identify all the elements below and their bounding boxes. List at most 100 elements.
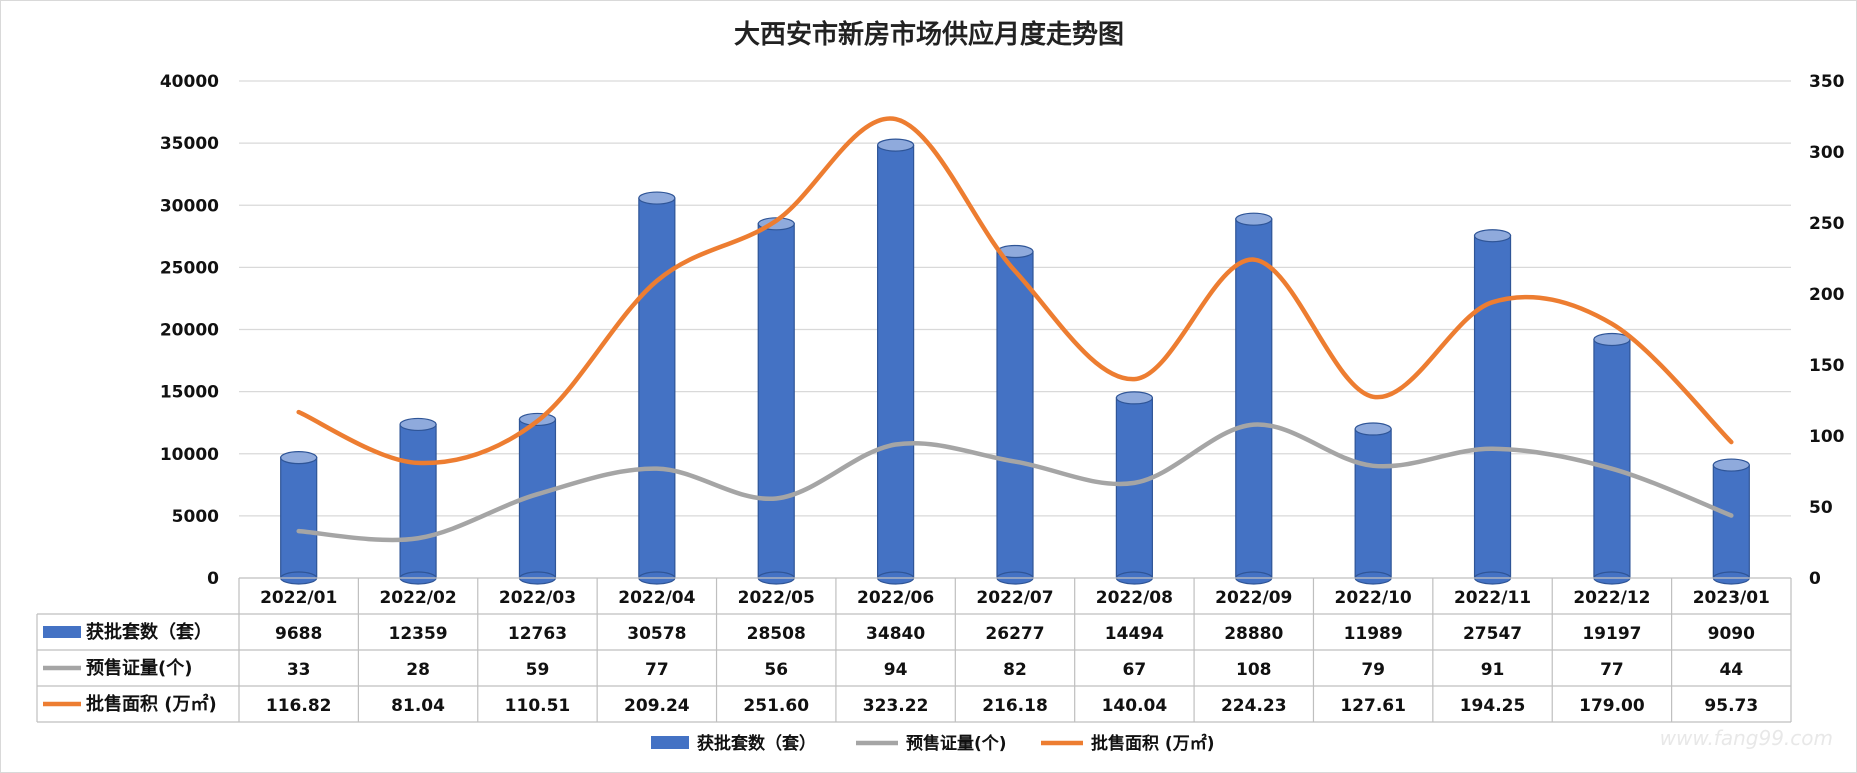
bar-top <box>399 417 437 432</box>
table-cell: 19197 <box>1582 624 1641 644</box>
category-label: 2022/05 <box>738 588 815 608</box>
right-tick-label: 150 <box>1809 356 1845 376</box>
bar-body <box>996 250 1034 579</box>
bar-top <box>1473 229 1512 243</box>
left-tick-label: 35000 <box>160 134 219 154</box>
bar-top <box>1712 458 1750 472</box>
table-cell: 110.51 <box>505 696 571 716</box>
category-label: 2022/10 <box>1335 588 1412 608</box>
legend-label: 获批套数（套） <box>697 733 816 754</box>
legend-label: 批售面积 (万㎡) <box>1091 733 1214 754</box>
table-cell: 216.18 <box>982 696 1048 716</box>
table-cell: 94 <box>884 660 908 680</box>
table-cell: 209.24 <box>624 696 690 716</box>
bar <box>1712 458 1750 585</box>
table-cell: 127.61 <box>1340 696 1406 716</box>
right-tick-label: 0 <box>1809 569 1821 589</box>
table-cell: 9090 <box>1708 624 1755 644</box>
bar <box>877 138 915 585</box>
watermark: www.fang99.com <box>1660 726 1833 750</box>
category-label: 2022/01 <box>260 588 337 608</box>
right-axis-ticks: 0 50 100 150 200 250 300 350 <box>1809 72 1845 589</box>
table-cell: 56 <box>764 660 788 680</box>
bar-body <box>1235 218 1273 579</box>
table-cell: 59 <box>526 660 550 680</box>
left-tick-label: 40000 <box>160 72 219 92</box>
bar <box>1354 422 1392 585</box>
bar-body <box>1593 338 1631 579</box>
category-label: 2022/04 <box>618 588 695 608</box>
table-row-label: 预售证量(个) <box>86 657 192 679</box>
table-key-bar <box>43 626 81 638</box>
bar <box>399 417 437 585</box>
bar <box>1593 332 1631 585</box>
table-cell: 91 <box>1481 660 1505 680</box>
chart-title: 大西安市新房市场供应月度走势图 <box>734 19 1124 50</box>
legend: 获批套数（套） 预售证量(个) 批售面积 (万㎡) <box>651 733 1214 754</box>
legend-item: 获批套数（套） <box>651 733 816 754</box>
bar <box>638 191 676 585</box>
legend-label: 预售证量(个) <box>906 733 1007 754</box>
table-cell: 81.04 <box>391 696 445 716</box>
table-cell: 95.73 <box>1704 696 1758 716</box>
right-tick-label: 200 <box>1809 285 1845 305</box>
bar-top <box>1235 212 1273 226</box>
category-label: 2022/12 <box>1573 588 1650 608</box>
table-cell: 140.04 <box>1102 696 1168 716</box>
table-cell: 12359 <box>388 624 447 644</box>
bar-top <box>1593 332 1631 347</box>
table-cell: 14494 <box>1105 624 1164 644</box>
category-label: 2022/02 <box>379 588 456 608</box>
bar-top <box>280 451 318 465</box>
bar-body <box>280 457 318 579</box>
category-label: 2022/06 <box>857 588 934 608</box>
right-tick-label: 250 <box>1809 214 1845 234</box>
area-line <box>296 116 1734 466</box>
left-tick-label: 0 <box>207 569 219 589</box>
bar <box>996 244 1034 585</box>
bar-top <box>877 138 915 152</box>
left-tick-label: 10000 <box>160 445 219 465</box>
table-row-label: 批售面积 (万㎡) <box>86 693 217 715</box>
bar-body <box>1115 397 1153 579</box>
table-cell: 77 <box>1600 660 1624 680</box>
right-tick-label: 350 <box>1809 72 1845 92</box>
table-cell: 79 <box>1361 660 1385 680</box>
table-cell: 27547 <box>1463 624 1522 644</box>
bar-top <box>1115 391 1153 405</box>
table-cell: 11989 <box>1344 624 1403 644</box>
legend-item: 预售证量(个) <box>856 733 1007 754</box>
line-series <box>296 116 1734 543</box>
table-cell: 194.25 <box>1460 696 1526 716</box>
bar <box>1235 212 1273 585</box>
left-tick-label: 15000 <box>160 383 219 403</box>
bar-body <box>1473 235 1512 579</box>
table-cell: 323.22 <box>863 696 929 716</box>
table-cell: 28 <box>406 660 430 680</box>
left-tick-label: 20000 <box>160 321 219 341</box>
table-cell: 251.60 <box>743 696 809 716</box>
data-table: 2022/01 2022/02 2022/03 2022/04 2022/05 2022/… <box>36 577 1792 723</box>
category-label: 2022/08 <box>1096 588 1173 608</box>
left-tick-label: 25000 <box>160 258 219 278</box>
category-label: 2022/03 <box>499 588 576 608</box>
left-tick-label: 5000 <box>172 507 219 527</box>
legend-key-bar <box>651 736 689 749</box>
right-tick-label: 100 <box>1809 427 1845 447</box>
bar <box>518 412 557 585</box>
table-cell: 28508 <box>747 624 806 644</box>
table-cell: 9688 <box>275 624 322 644</box>
presale-line <box>296 422 1734 543</box>
bar-body <box>399 423 437 579</box>
bar-body <box>877 144 915 579</box>
bar-body <box>1354 428 1392 579</box>
table-cell: 44 <box>1719 660 1743 680</box>
bar-body <box>638 197 676 579</box>
bar <box>280 451 318 585</box>
bar-top <box>638 191 676 205</box>
table-cell: 30578 <box>627 624 686 644</box>
table-cell: 108 <box>1236 660 1272 680</box>
category-label: 2023/01 <box>1693 588 1770 608</box>
